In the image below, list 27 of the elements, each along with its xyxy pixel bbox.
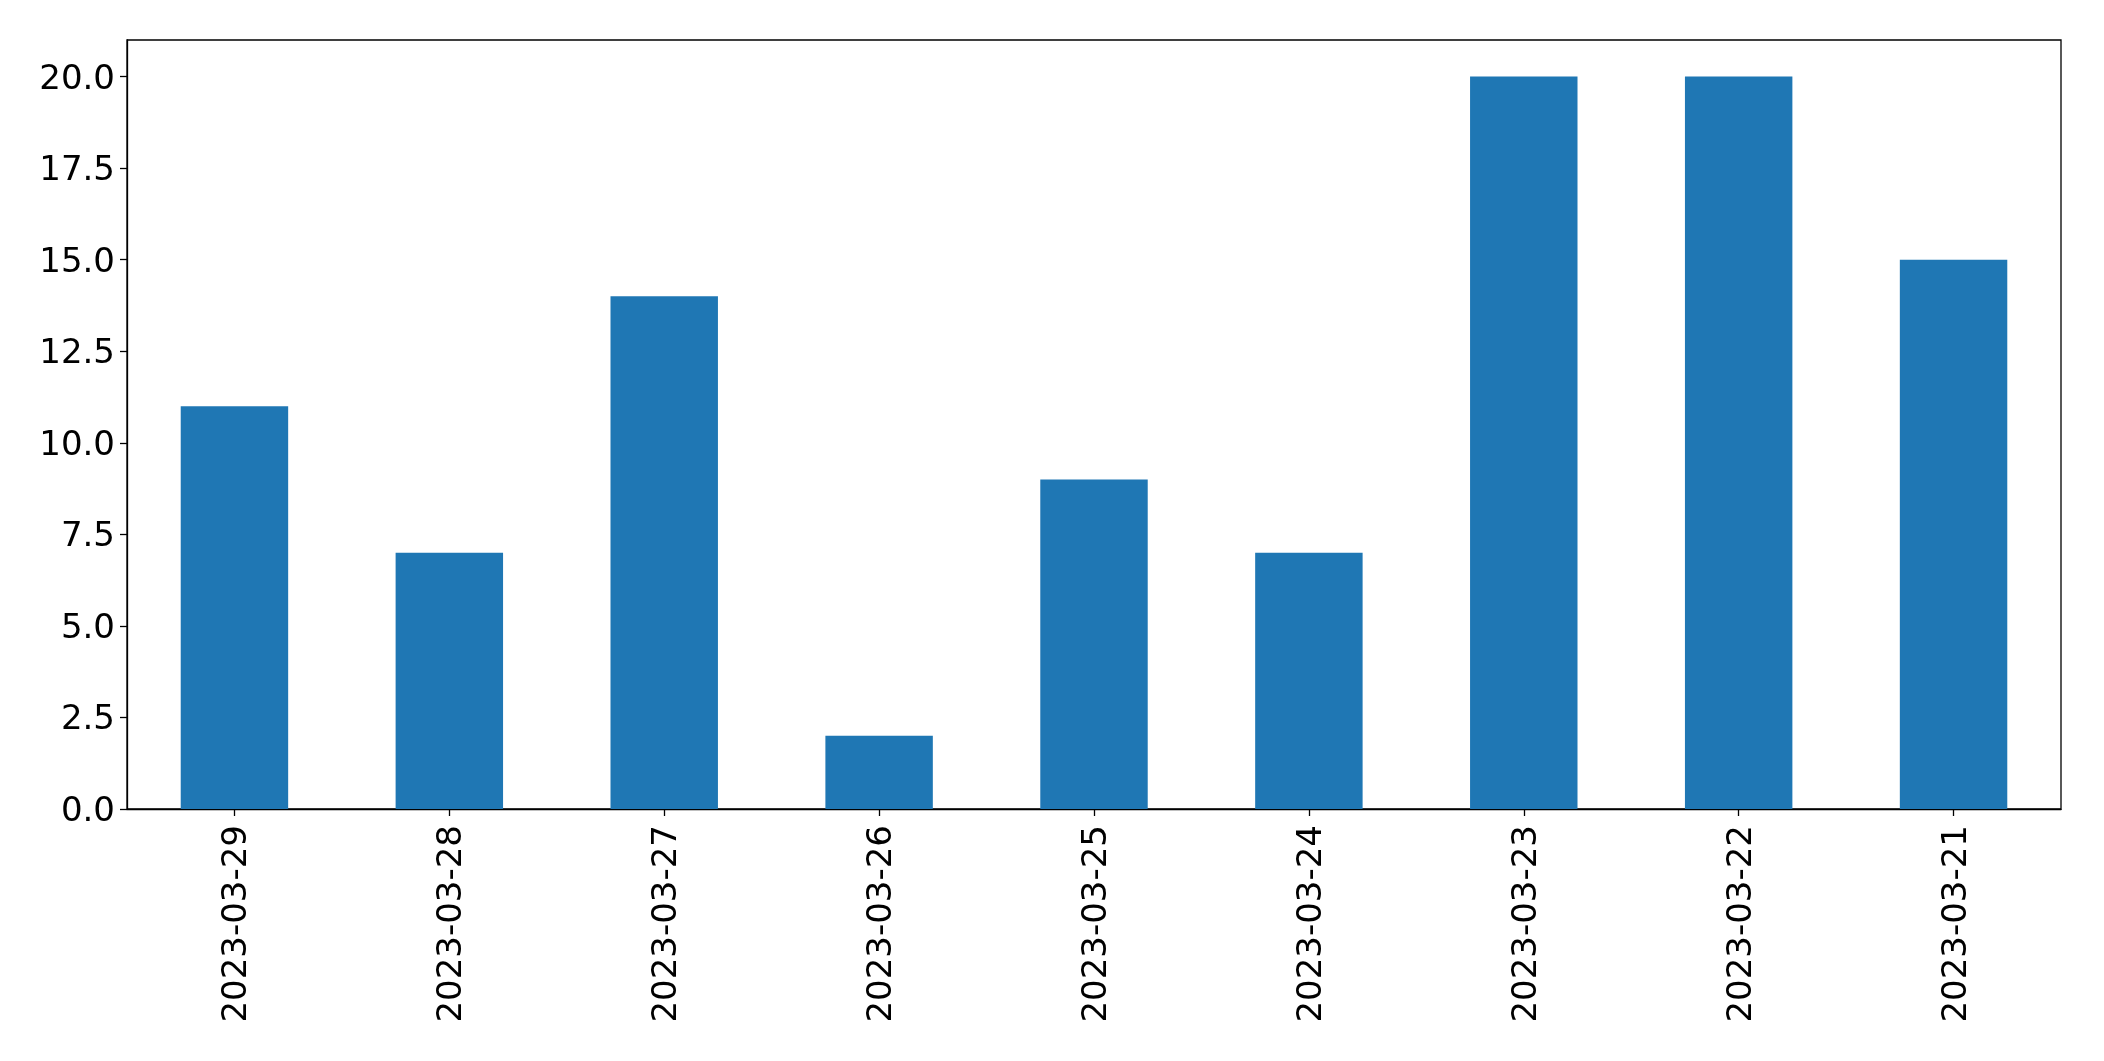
bar bbox=[1684, 76, 1793, 809]
x-tick-label: 2023-03-25 bbox=[1074, 825, 1114, 1023]
x-tick-label: 2023-03-26 bbox=[859, 825, 900, 1023]
x-tick-label: 2023-03-27 bbox=[644, 825, 685, 1023]
bar bbox=[395, 552, 504, 809]
y-tick-label: 10.0 bbox=[39, 422, 115, 463]
y-tick-label: 7.5 bbox=[60, 514, 115, 555]
x-tick-label: 2023-03-21 bbox=[1933, 825, 1974, 1023]
bar bbox=[610, 296, 718, 809]
bar bbox=[1470, 76, 1578, 809]
y-tick-label: 5.0 bbox=[60, 605, 115, 646]
y-tick-label: 20.0 bbox=[39, 56, 115, 97]
x-tick-label: 2023-03-23 bbox=[1503, 825, 1544, 1023]
y-tick-label: 15.0 bbox=[39, 239, 115, 280]
y-tick-label: 17.5 bbox=[39, 148, 115, 189]
y-tick-label: 0.0 bbox=[60, 789, 115, 829]
y-tick-label: 2.5 bbox=[60, 697, 115, 738]
bar bbox=[825, 735, 933, 809]
x-tick-label: 2023-03-29 bbox=[214, 825, 255, 1023]
x-tick-label: 2023-03-22 bbox=[1718, 825, 1759, 1023]
bar bbox=[1255, 552, 1363, 809]
y-tick-label: 12.5 bbox=[39, 331, 115, 372]
x-tick-label: 2023-03-24 bbox=[1288, 825, 1329, 1023]
bar bbox=[1899, 259, 2008, 809]
x-tick-label: 2023-03-28 bbox=[429, 825, 470, 1023]
bar bbox=[180, 406, 289, 809]
bar bbox=[1040, 479, 1148, 809]
